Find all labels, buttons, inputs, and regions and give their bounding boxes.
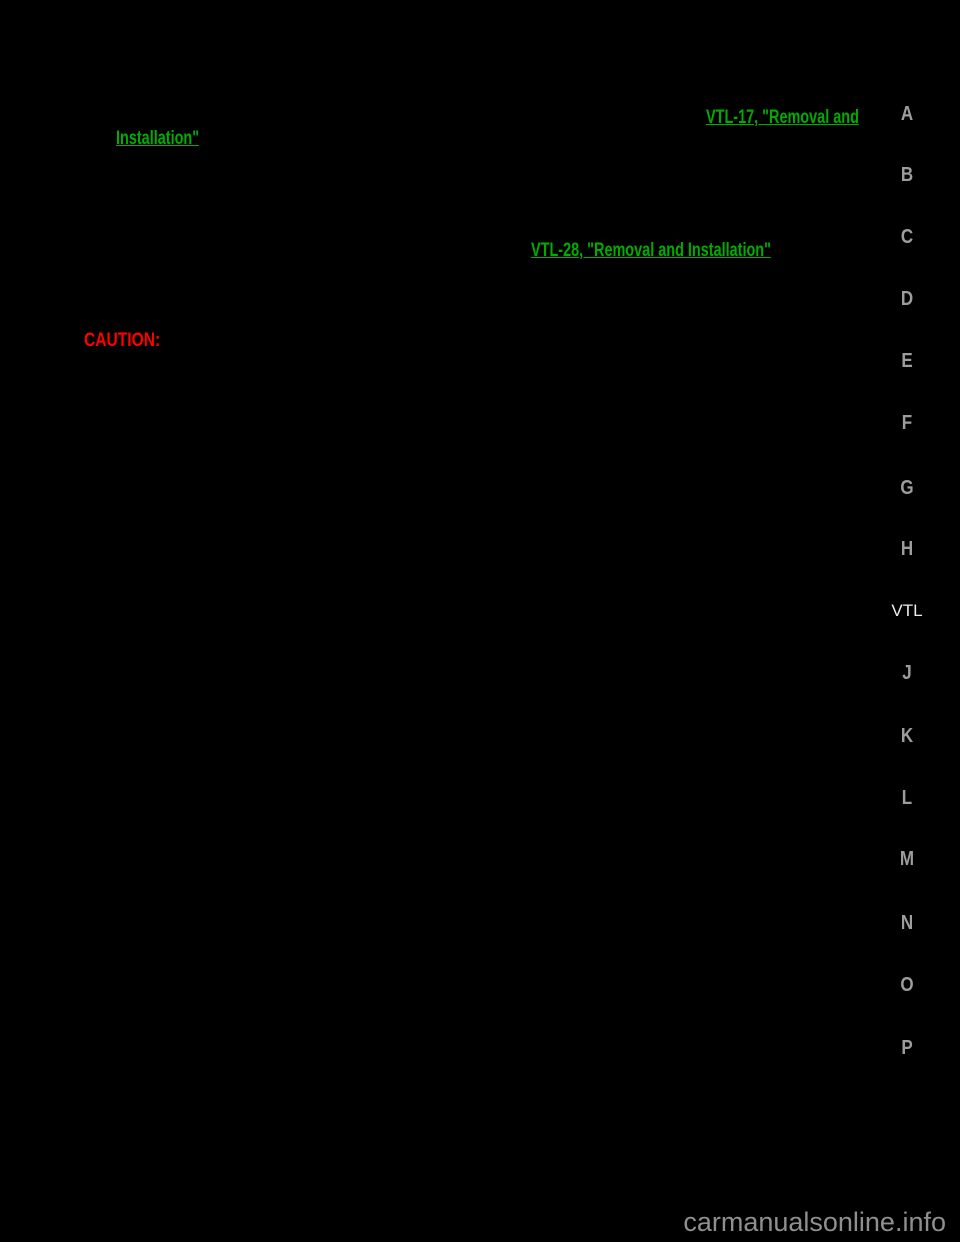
link-vtl-17-removal-installation-line2[interactable]: Installation": [116, 128, 200, 149]
section-index-letter-k: K: [900, 725, 914, 747]
section-index-letter-l: L: [901, 787, 913, 809]
section-index-letter-e: E: [901, 350, 913, 372]
section-index-letter-p: P: [901, 1037, 913, 1059]
section-index-letter-b: B: [900, 164, 914, 186]
watermark: carmanualsonline.info: [683, 1207, 946, 1237]
section-index-letter-f: F: [901, 412, 913, 434]
section-index-letter-m: M: [899, 848, 915, 870]
section-index-letter-a: A: [900, 103, 914, 125]
caution-label: CAUTION:: [84, 330, 161, 351]
section-index-letter-g: G: [900, 477, 914, 499]
link-vtl-17-removal-installation-line1[interactable]: VTL-17, "Removal and: [706, 107, 859, 128]
section-index-letter-o: O: [900, 974, 914, 996]
section-index-letter-d: D: [900, 288, 914, 310]
section-index-current-vtl: VTL: [891, 601, 923, 620]
section-index-letter-h: H: [900, 538, 914, 560]
section-index-letter-n: N: [900, 912, 914, 934]
section-index-letter-j: J: [902, 662, 912, 684]
section-index-letter-c: C: [900, 226, 914, 248]
link-vtl-28-removal-installation[interactable]: VTL-28, "Removal and Installation": [531, 240, 771, 261]
